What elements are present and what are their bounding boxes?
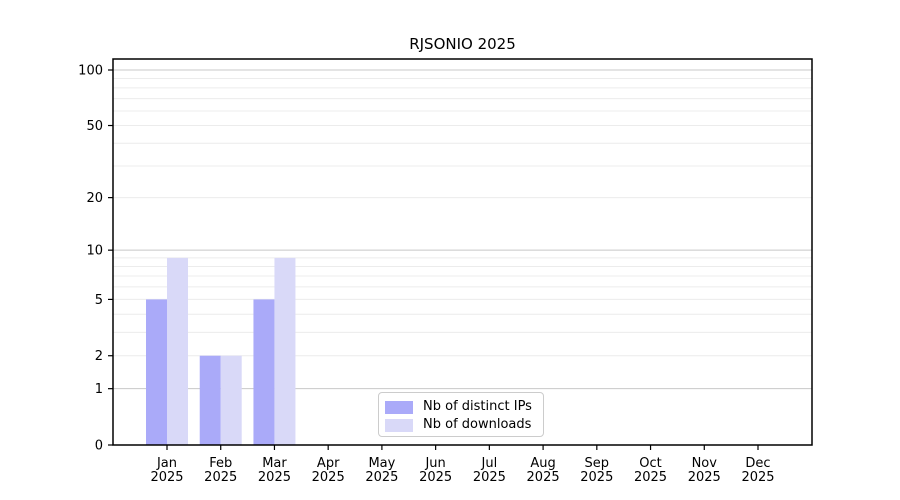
bar-downloads-mar [274,257,296,445]
x-tick-label-month: Jun [424,456,445,471]
chart-title: RJSONIO 2025 [409,35,516,53]
x-tick-label-month: Aug [530,456,555,471]
plot-border [112,58,813,446]
y-tick-label: 10 [86,244,103,259]
y-tick-label: 1 [95,382,103,397]
legend-label-downloads: Nb of downloads [423,417,532,432]
y-tick-label: 20 [86,191,103,206]
y-tick-label: 5 [95,293,103,308]
x-tick-label-year: 2025 [204,470,237,485]
x-tick-label-year: 2025 [473,470,506,485]
bar-distinct-ips-feb [199,355,221,445]
x-tick-label-year: 2025 [365,470,398,485]
x-tick-label-year: 2025 [150,470,183,485]
legend: Nb of distinct IPs Nb of downloads [378,392,544,437]
x-tick-label-month: Oct [639,456,661,471]
x-tick-label-month: Jan [156,456,177,471]
x-tick-label-year: 2025 [634,470,667,485]
x-tick-label-month: Dec [745,456,770,471]
y-tick-label: 50 [86,119,103,134]
x-tick-label-year: 2025 [580,470,613,485]
bar-distinct-ips-jan [146,299,167,445]
bar-distinct-ips-mar [253,299,275,445]
x-tick-label-month: Feb [209,456,232,471]
x-tick-label-year: 2025 [688,470,721,485]
x-tick-label-year: 2025 [258,470,291,485]
x-tick-label-year: 2025 [419,470,452,485]
y-tick-label: 0 [95,439,103,454]
y-tick-label: 2 [95,349,103,364]
legend-item-downloads: Nb of downloads [385,416,543,434]
legend-label-distinct-ips: Nb of distinct IPs [423,399,532,414]
legend-swatch-distinct-ips [385,400,413,414]
x-tick-label-month: Sep [585,456,610,471]
x-tick-label-year: 2025 [741,470,774,485]
x-tick-label-month: Nov [692,456,718,471]
x-tick-label-month: Jul [481,456,498,471]
x-tick-label-month: Apr [317,456,340,471]
x-tick-label-year: 2025 [527,470,560,485]
bar-downloads-jan [167,257,188,445]
x-tick-label-month: May [368,456,395,471]
y-tick-label: 100 [78,64,103,79]
legend-swatch-downloads [385,418,413,432]
legend-item-distinct-ips: Nb of distinct IPs [385,398,543,416]
x-tick-label-year: 2025 [312,470,345,485]
x-tick-label-month: Mar [262,456,287,471]
bar-downloads-feb [220,355,242,445]
